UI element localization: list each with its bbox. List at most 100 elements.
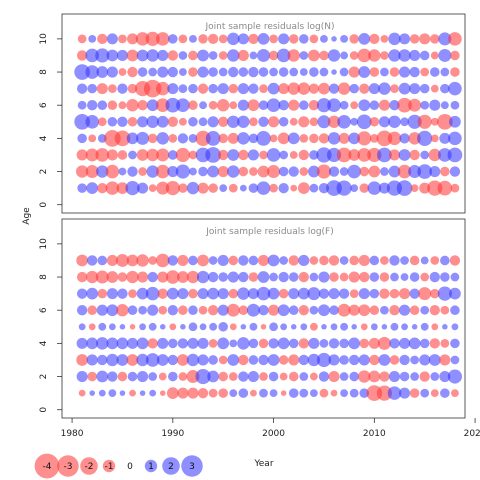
bubble-log-n-age7-2015 — [419, 83, 430, 94]
y-tick-label-log-n-2: 2 — [39, 169, 49, 175]
bubble-log-f-age1-1999 — [259, 388, 268, 398]
bubble-log-f-age9-1996 — [228, 255, 239, 266]
legend-bubble--1 — [102, 459, 116, 473]
bubble-log-n-age6-2007 — [339, 100, 349, 110]
bubble-log-n-age9-1999 — [257, 48, 270, 62]
bubble-log-n-age10-1984 — [106, 33, 118, 45]
y-tick-label-log-f-10: 10 — [39, 238, 49, 250]
bubble-log-n-age2-2006 — [328, 166, 340, 177]
bubble-log-n-age8-1988 — [148, 67, 158, 77]
bubble-log-f-age6-2018 — [450, 305, 460, 316]
bubble-log-n-age4-2012 — [387, 131, 402, 146]
bubble-log-n-age4-1998 — [248, 133, 259, 144]
bubble-log-f-age3-1991 — [177, 354, 189, 366]
bubble-log-f-age5-2008 — [351, 324, 357, 330]
bubble-log-n-age3-2003 — [298, 149, 309, 161]
bubble-log-n-age1-1987 — [137, 182, 149, 194]
bubble-log-n-age2-2003 — [299, 167, 309, 176]
bubble-log-f-age4-1994 — [208, 339, 218, 348]
bubble-log-f-age1-2017 — [440, 388, 450, 398]
bubble-log-n-age7-2002 — [287, 82, 300, 95]
bubble-log-f-age4-2008 — [348, 337, 361, 350]
bubble-log-f-age5-2002 — [290, 324, 297, 330]
bubble-log-n-age4-1982 — [88, 134, 97, 143]
bubble-log-n-age5-1981 — [74, 113, 90, 130]
bubble-log-f-age3-1992 — [186, 353, 200, 367]
bubble-log-n-age2-2008 — [347, 164, 361, 179]
bubble-log-f-age4-1983 — [96, 337, 109, 350]
bubble-log-n-age8-1994 — [208, 67, 218, 77]
bubble-log-n-age10-2010 — [369, 33, 380, 45]
bubble-log-f-age7-2016 — [429, 288, 440, 299]
bubble-log-f-age9-1981 — [76, 254, 89, 267]
bubble-log-f-age2-1997 — [238, 371, 249, 382]
bubble-log-f-age2-2000 — [268, 371, 279, 382]
bubble-log-n-age7-2010 — [368, 83, 380, 95]
bubble-log-n-age6-2003 — [299, 100, 309, 111]
bubble-log-n-age10-2004 — [309, 34, 319, 44]
x-tick-label-2010: 2010 — [363, 429, 386, 439]
bubble-log-n-age4-1989 — [156, 132, 169, 145]
bubble-log-n-age3-1989 — [156, 148, 170, 162]
bubble-log-f-age4-2017 — [440, 339, 450, 348]
bubble-log-f-age7-2003 — [297, 287, 310, 300]
bubble-log-n-age7-1989 — [155, 81, 170, 96]
bubble-log-f-age4-1985 — [116, 337, 129, 350]
bubble-log-f-age8-1999 — [257, 271, 270, 283]
bubble-log-f-age1-2003 — [299, 388, 309, 398]
bubble-log-f-age4-2002 — [288, 338, 299, 349]
bubble-log-n-age10-1986 — [126, 33, 139, 45]
bubble-log-n-age4-1993 — [195, 130, 211, 146]
bubble-log-f-age3-1994 — [208, 355, 218, 365]
bubble-log-n-age8-1987 — [137, 67, 148, 77]
bubble-log-f-age1-1994 — [208, 388, 218, 398]
bubble-log-f-age3-1993 — [197, 354, 209, 366]
bubble-log-f-age2-1993 — [195, 368, 211, 385]
bubble-log-f-age3-2000 — [267, 354, 280, 366]
bubble-log-n-age2-2017 — [440, 166, 450, 177]
bubble-log-n-age10-1988 — [145, 31, 160, 46]
bubble-log-n-age10-2016 — [429, 34, 440, 44]
bubble-log-n-age10-2013 — [399, 33, 411, 45]
bubble-log-f-age7-1988 — [145, 286, 160, 301]
bubble-log-n-age8-2004 — [309, 67, 319, 77]
bubble-log-n-age2-1999 — [257, 165, 270, 178]
bubble-log-n-age9-2016 — [430, 51, 439, 60]
panel-log-n-frame — [61, 13, 466, 214]
bubble-log-f-age3-1982 — [86, 354, 98, 366]
bubble-log-f-age8-2013 — [400, 273, 409, 281]
bubble-log-n-age6-2006 — [327, 98, 341, 112]
bubble-log-f-age9-2001 — [279, 256, 289, 265]
bubble-log-n-age9-1991 — [178, 51, 188, 60]
bubble-log-n-age2-1988 — [146, 165, 159, 178]
bubble-log-n-age1-1988 — [148, 184, 157, 193]
bubble-log-f-age1-2001 — [280, 390, 287, 396]
bubble-log-n-age5-1985 — [117, 116, 128, 127]
bubble-log-f-age6-2010 — [369, 305, 380, 316]
bubble-log-f-age7-1994 — [207, 287, 220, 300]
bubble-log-n-age10-1996 — [227, 32, 240, 46]
bubble-log-n-age10-2001 — [278, 33, 290, 45]
bubble-log-f-age1-1987 — [139, 390, 146, 396]
bubble-log-n-age3-1985 — [117, 150, 128, 160]
bubble-log-n-age2-1998 — [249, 167, 258, 176]
bubble-log-f-age9-2008 — [349, 255, 359, 266]
bubble-log-n-age5-2011 — [378, 116, 390, 128]
bubble-log-n-age3-2006 — [326, 147, 342, 163]
bubble-log-n-age2-2000 — [267, 165, 281, 179]
bubble-log-n-age5-1999 — [258, 116, 269, 127]
bubble-log-f-age4-1982 — [86, 337, 99, 350]
bubble-log-f-age3-2014 — [410, 355, 420, 365]
bubble-log-f-age7-2000 — [267, 287, 280, 300]
bubble-log-f-age1-1993 — [197, 387, 209, 399]
bubble-log-n-age8-2013 — [399, 66, 411, 78]
bubble-log-f-age3-2005 — [316, 352, 332, 368]
bubble-log-f-age8-1982 — [86, 270, 99, 284]
bubble-log-f-age9-1985 — [115, 253, 129, 267]
bubble-log-f-age1-1982 — [89, 390, 95, 396]
bubble-log-n-age9-2013 — [398, 49, 411, 62]
bubble-log-n-age2-2013 — [397, 164, 412, 179]
bubble-log-f-age6-1981 — [76, 305, 88, 316]
bubble-log-n-age9-2010 — [368, 49, 381, 62]
bubble-log-f-age8-1994 — [207, 271, 219, 283]
